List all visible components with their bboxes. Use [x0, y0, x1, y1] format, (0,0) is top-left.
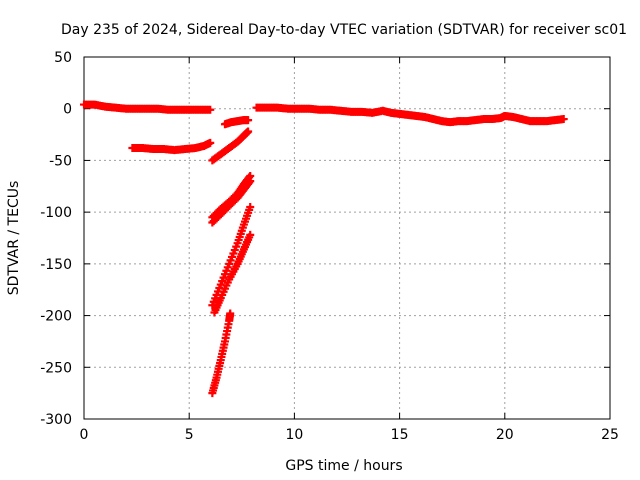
series-arc-9 — [208, 309, 235, 398]
series-arc-6 — [208, 177, 255, 227]
data-point — [226, 309, 235, 318]
data-point — [246, 202, 255, 211]
data-points — [80, 100, 568, 398]
y-tick-label: -300 — [40, 412, 72, 428]
y-tick-label: -250 — [40, 360, 72, 376]
y-tick-label: -150 — [40, 257, 72, 273]
plot-frame — [83, 56, 611, 420]
data-point — [244, 127, 253, 136]
axis-ticks: 0 5 10 15 20 25 50 0 -50 -100 -150 -200 -250 -300 — [40, 50, 619, 443]
series-arc-2 — [128, 138, 215, 155]
x-tick-label: 0 — [80, 427, 89, 443]
x-tick-label: 10 — [285, 427, 303, 443]
data-point — [246, 177, 255, 186]
y-axis-label: SDTVAR / TECUs — [6, 181, 22, 296]
series-arc-7 — [208, 202, 255, 310]
data-point — [246, 230, 255, 239]
y-tick-label: 0 — [63, 102, 72, 118]
data-point — [206, 138, 215, 147]
x-tick-label: 15 — [391, 427, 409, 443]
series-arc-1 — [80, 100, 215, 114]
y-tick-label: -50 — [49, 153, 72, 169]
chart-title: Day 235 of 2024, Sidereal Day-to-day VTE… — [61, 22, 627, 38]
data-point — [559, 115, 568, 124]
data-point — [244, 116, 253, 125]
x-tick-label: 25 — [601, 427, 619, 443]
data-point — [206, 105, 215, 114]
series-arc-8 — [210, 230, 255, 317]
x-axis-label: GPS time / hours — [285, 458, 402, 474]
y-tick-label: 50 — [54, 50, 72, 66]
series-arc-10 — [252, 103, 568, 127]
x-tick-label: 5 — [185, 427, 194, 443]
y-tick-label: -100 — [40, 205, 72, 221]
series-arc-3 — [208, 127, 253, 165]
y-tick-label: -200 — [40, 309, 72, 325]
series-arc-4 — [220, 116, 253, 129]
x-tick-label: 20 — [496, 427, 514, 443]
